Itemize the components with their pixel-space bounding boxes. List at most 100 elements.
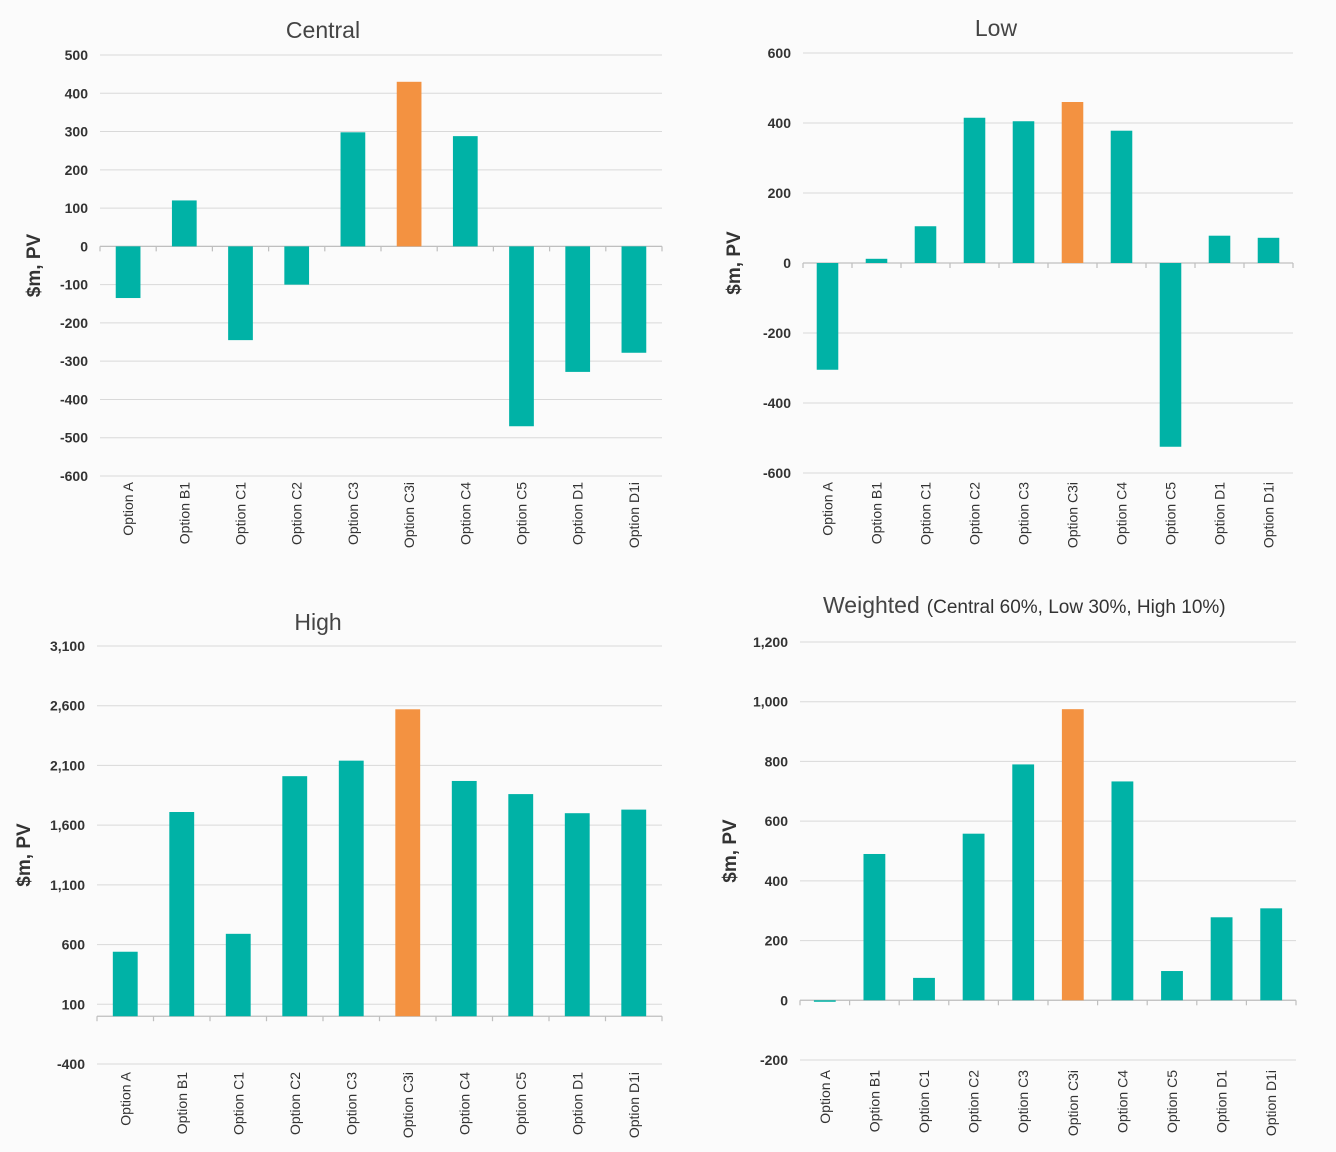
high-bar — [169, 812, 195, 1017]
weighted-category-label: Option C5 — [1164, 1070, 1180, 1133]
weighted-bar — [962, 833, 985, 1001]
weighted-ytick-label: -200 — [760, 1052, 788, 1068]
central-bar — [396, 81, 422, 247]
high-category-label: Option C3 — [343, 1072, 359, 1135]
low-bar — [1061, 102, 1084, 263]
low-bar — [1208, 235, 1231, 263]
central-bar — [171, 200, 197, 247]
central-ytick-label: -400 — [60, 391, 88, 407]
low-bar — [865, 258, 888, 263]
high-bar — [621, 809, 647, 1017]
low-category-label: Option B1 — [869, 482, 885, 544]
high-ytick-label: 100 — [62, 996, 86, 1012]
high-bar — [112, 951, 138, 1017]
central-category-label: Option C1 — [233, 482, 249, 545]
central-bar — [228, 246, 253, 341]
high-ytick-label: 1,100 — [50, 877, 85, 893]
central-category-label: Option C3i — [401, 482, 417, 548]
weighted-ytick-label: 1,200 — [753, 634, 788, 650]
central-ytick-label: -300 — [60, 353, 88, 369]
central-category-label: Option A — [120, 481, 136, 535]
high-ytick-label: 2,600 — [50, 698, 85, 714]
weighted-bar — [863, 853, 886, 1001]
central-category-label: Option D1i — [626, 482, 642, 548]
low-ylabel: $m, PV — [724, 231, 745, 295]
central-ytick-label: -500 — [60, 430, 88, 446]
central-category-label: Option C4 — [457, 482, 473, 545]
central-bar — [452, 136, 478, 247]
central-ytick-label: 100 — [65, 200, 89, 216]
low-category-label: Option C5 — [1163, 482, 1179, 545]
weighted-category-label: Option A — [817, 1069, 833, 1123]
central-ytick-label: 400 — [65, 85, 89, 101]
weighted-category-label: Option C3 — [1015, 1070, 1031, 1133]
high-ytick-label: 600 — [62, 937, 86, 953]
weighted-ytick-label: 200 — [765, 933, 789, 949]
central-bar — [284, 246, 310, 285]
low-bar — [816, 263, 839, 370]
weighted-ytick-label: 600 — [765, 813, 789, 829]
chart-high-svg: 3,100 2,600 2,100 1,600 1,100 600 100 -400 Optio… — [14, 609, 663, 1138]
low-bar — [1012, 121, 1035, 263]
high-category-label: Option C3i — [400, 1072, 416, 1138]
weighted-bar — [1111, 781, 1134, 1001]
low-category-label: Option C3i — [1065, 482, 1081, 548]
weighted-category-label: Option D1i — [1263, 1070, 1279, 1136]
weighted-title: Weighted (Central 60%, Low 30%, High 10%) — [823, 592, 1226, 618]
chart-high: 3,100 2,600 2,100 1,600 1,100 600 100 -400 Optio… — [0, 576, 668, 1152]
low-ytick-label: -200 — [763, 325, 791, 341]
central-ytick-label: 0 — [80, 238, 88, 254]
weighted-title-text: Weighted — [823, 592, 920, 618]
low-ytick-label: 600 — [768, 45, 792, 61]
high-category-label: Option D1 — [569, 1072, 585, 1135]
high-category-label: Option C5 — [513, 1072, 529, 1135]
central-bar — [115, 246, 141, 299]
low-ytick-label: -400 — [763, 395, 791, 411]
weighted-ytick-label: 400 — [765, 873, 789, 889]
central-ytick-label: -100 — [60, 277, 88, 293]
central-category-label: Option C5 — [514, 482, 530, 545]
high-category-label: Option C1 — [230, 1072, 246, 1135]
low-category-label: Option C4 — [1114, 482, 1130, 545]
weighted-category-label: Option C3i — [1065, 1070, 1081, 1136]
high-category-label: Option C2 — [287, 1072, 303, 1135]
central-ytick-label: -200 — [60, 315, 88, 331]
central-ytick-label: -600 — [60, 468, 88, 484]
high-bar — [451, 780, 477, 1017]
low-category-label: Option A — [820, 481, 836, 535]
weighted-bar — [1061, 709, 1084, 1001]
weighted-category-label: Option C2 — [966, 1070, 982, 1133]
high-title: High — [294, 609, 341, 635]
low-category-label: Option C1 — [918, 482, 934, 545]
high-category-label: Option C4 — [456, 1072, 472, 1135]
high-bar — [225, 933, 251, 1017]
weighted-bar — [1161, 971, 1183, 1001]
weighted-category-label: Option D1 — [1214, 1070, 1230, 1133]
weighted-title-note: (Central 60%, Low 30%, High 10%) — [927, 597, 1226, 618]
chart-weighted-svg: 1,200 1,000 800 600 400 200 0 -200 Option A Optio… — [720, 592, 1297, 1136]
central-ylabel: $m, PV — [24, 233, 45, 297]
low-bar — [1159, 263, 1182, 447]
weighted-ytick-label: 1,000 — [753, 694, 788, 710]
central-bar — [509, 246, 534, 427]
weighted-category-label: Option C1 — [916, 1070, 932, 1133]
high-category-label: Option A — [117, 1071, 133, 1125]
weighted-ylabel: $m, PV — [720, 819, 741, 883]
central-category-label: Option D1 — [570, 482, 586, 545]
high-ytick-label: 3,100 — [50, 638, 85, 654]
high-category-label: Option D1i — [626, 1072, 642, 1138]
chart-weighted: 1,200 1,000 800 600 400 200 0 -200 Option A Optio… — [668, 576, 1336, 1152]
high-ytick-label: 2,100 — [50, 757, 85, 773]
low-bar — [963, 117, 986, 263]
low-category-label: Option D1 — [1212, 482, 1228, 545]
central-bar — [565, 246, 591, 372]
central-ytick-label: 200 — [65, 162, 89, 178]
weighted-bar — [1012, 764, 1035, 1001]
low-category-label: Option D1i — [1261, 482, 1277, 548]
low-bar — [1257, 237, 1280, 263]
central-bar — [621, 246, 647, 353]
low-title: Low — [975, 15, 1018, 41]
low-category-label: Option C2 — [967, 482, 983, 545]
weighted-bar — [1260, 908, 1283, 1001]
low-ytick-label: 0 — [783, 255, 791, 271]
